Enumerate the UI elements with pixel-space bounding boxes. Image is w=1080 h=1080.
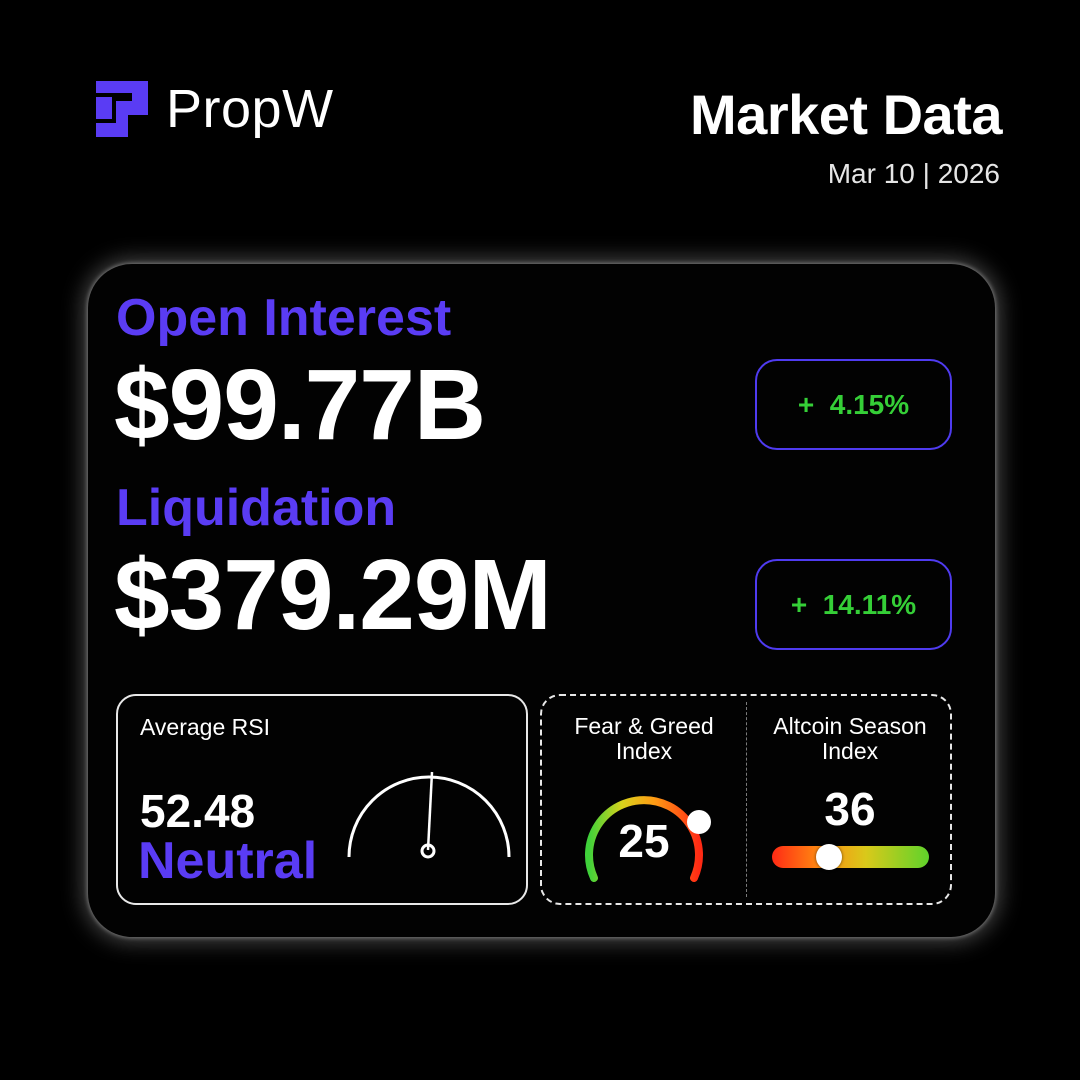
indices-panel: Fear & Greed Index 25 Altcoin Season Ind… — [540, 694, 952, 905]
fear-greed-title-line2: Index — [615, 738, 673, 764]
fear-greed-value: 25 — [618, 815, 670, 867]
page-title: Market Data — [690, 83, 1002, 146]
altcoin-season-title-line1: Altcoin Season — [773, 713, 927, 739]
rsi-state: Neutral — [138, 832, 318, 890]
altcoin-season-title-line2: Index — [821, 738, 879, 764]
rsi-gauge-icon — [347, 771, 511, 859]
liquidation-value: $379.29M — [114, 539, 552, 651]
liquidation-label: Liquidation — [116, 479, 397, 537]
fear-greed-gauge-icon — [585, 796, 711, 882]
altcoin-season-bar — [772, 846, 929, 868]
fear-greed-title: Fear & Greed Index — [544, 714, 744, 764]
altcoin-slider-icon — [815, 844, 842, 870]
fear-greed-title-line1: Fear & Greed — [574, 713, 714, 739]
open-interest-label: Open Interest — [116, 289, 452, 347]
page-date: Mar 10 | 2026 — [827, 158, 1000, 189]
brand-logo: PropW — [90, 78, 334, 140]
liquidation-change-badge: + 14.11% — [755, 559, 952, 650]
open-interest-value: $99.77B — [114, 349, 486, 461]
brand-name: PropW — [166, 79, 334, 139]
propw-logo-icon — [96, 81, 148, 137]
indices-divider — [746, 702, 747, 897]
rsi-title: Average RSI — [140, 714, 270, 740]
open-interest-change-badge: + 4.15% — [755, 359, 952, 450]
rsi-value: 52.48 — [140, 785, 256, 837]
altcoin-season-title: Altcoin Season Index — [750, 714, 950, 764]
altcoin-season-value: 36 — [824, 783, 876, 835]
rsi-panel: Average RSI 52.48 Neutral — [116, 694, 528, 905]
market-card: Open Interest $99.77B + 4.15% Liquidatio… — [88, 264, 995, 937]
